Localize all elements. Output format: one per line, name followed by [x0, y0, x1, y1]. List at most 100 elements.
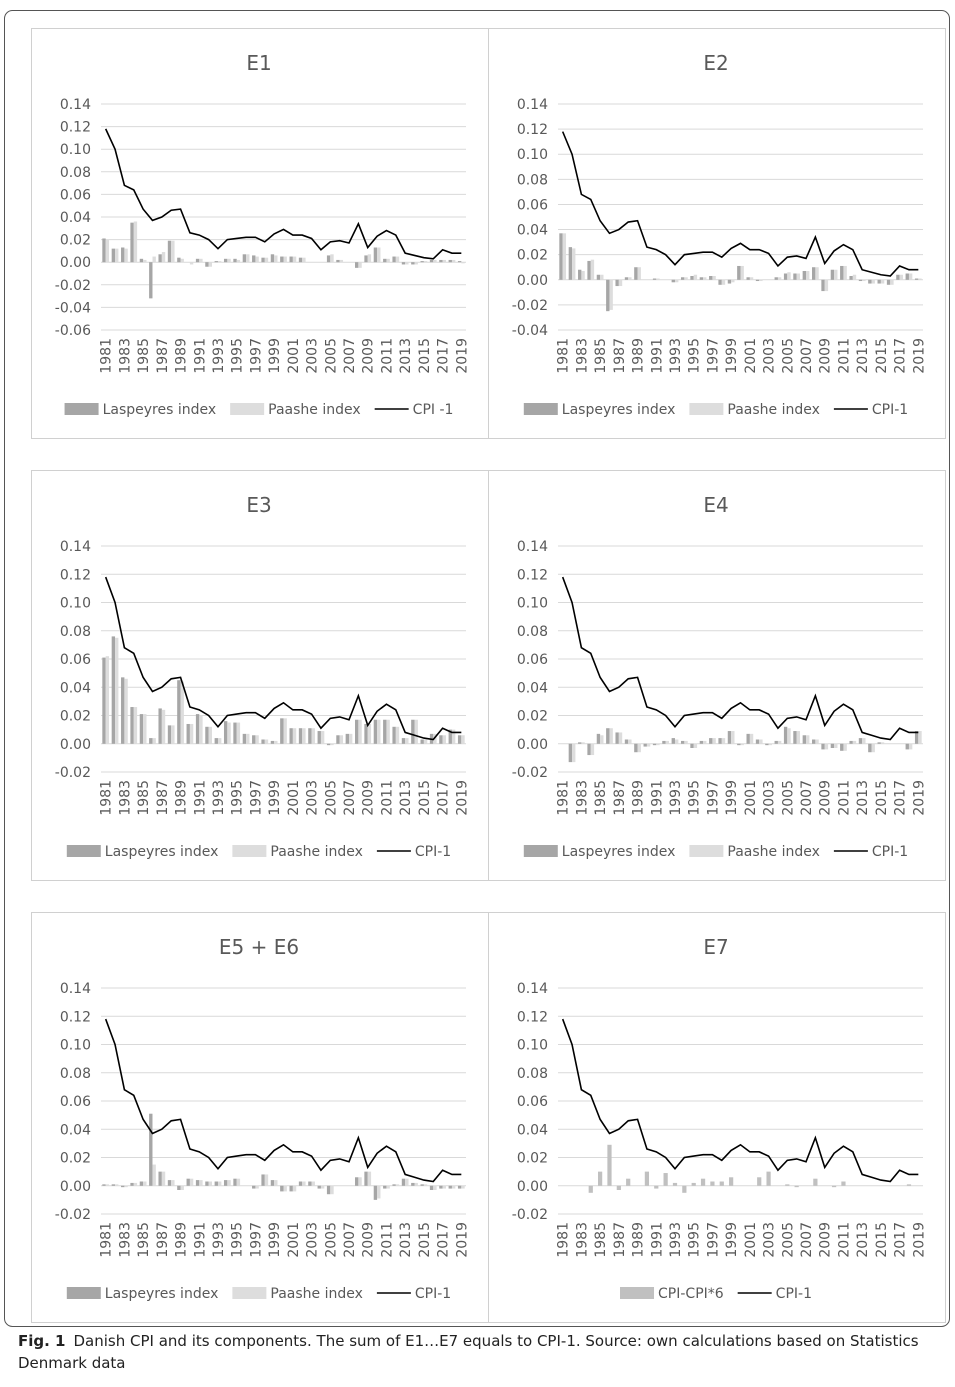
bar	[719, 1181, 724, 1186]
x-tick-label: 2003	[762, 780, 778, 816]
legend-symbol	[230, 403, 265, 415]
legend-label: Laspeyres index	[105, 1286, 219, 1302]
bar	[167, 725, 172, 744]
bar	[264, 1174, 269, 1186]
legend-symbol	[64, 403, 99, 415]
bar	[740, 265, 744, 280]
bar	[821, 279, 825, 292]
legend-item: Laspeyres index	[64, 402, 216, 418]
y-tick-label: 0.10	[517, 596, 548, 612]
legend-label: Laspeyres index	[562, 844, 676, 860]
x-tick-label: 2011	[836, 1222, 852, 1258]
line	[561, 131, 919, 277]
y-tick-label: 0.10	[60, 596, 91, 612]
x-tick-label: 2007	[342, 338, 358, 374]
bar	[624, 739, 629, 744]
bar	[355, 262, 359, 268]
bar	[615, 732, 619, 744]
y-tick-label: 0.02	[517, 248, 548, 264]
bar	[208, 1181, 212, 1186]
x-tick-label: 2001	[286, 1222, 302, 1258]
bar	[392, 256, 396, 263]
y-tick-label: 0.00	[60, 737, 91, 753]
bar	[105, 239, 110, 263]
bar	[411, 262, 415, 265]
bar	[600, 274, 604, 280]
bar	[918, 278, 922, 280]
bar	[877, 742, 881, 744]
bar	[831, 1185, 837, 1188]
chart-title: E2	[703, 51, 728, 75]
bar	[326, 743, 331, 746]
bar	[562, 233, 567, 280]
bar	[414, 262, 418, 265]
bar	[783, 726, 788, 744]
bar	[439, 1185, 443, 1189]
bar	[367, 723, 372, 744]
bar	[270, 740, 275, 744]
bar	[420, 1184, 424, 1186]
bar	[439, 259, 443, 263]
bar	[654, 1185, 659, 1189]
bar	[121, 677, 125, 744]
bar	[671, 279, 675, 283]
bar	[652, 278, 657, 280]
legend-symbol	[66, 845, 101, 857]
bar	[849, 276, 853, 280]
x-tick-label: 2003	[305, 1222, 321, 1258]
bar	[749, 733, 754, 744]
bar	[905, 273, 909, 280]
x-tick-label: 2017	[893, 780, 909, 816]
bar	[843, 743, 847, 751]
bar	[274, 740, 278, 744]
x-tick-label: 1993	[211, 338, 227, 374]
bar	[690, 743, 694, 748]
bar	[830, 269, 835, 280]
bar	[264, 257, 269, 263]
bar	[133, 221, 138, 263]
bar	[794, 1185, 799, 1188]
bar	[326, 255, 331, 263]
bar	[377, 1185, 381, 1199]
bar	[785, 1184, 790, 1186]
bar	[578, 269, 582, 280]
bar	[195, 714, 200, 744]
y-tick-label: 0.00	[60, 255, 91, 271]
bar	[283, 718, 287, 744]
bar	[364, 1171, 368, 1186]
bar	[596, 274, 601, 280]
x-tick-label: 1985	[136, 780, 152, 816]
y-tick-label: 0.08	[60, 1066, 91, 1082]
bar	[336, 259, 340, 263]
bar	[693, 743, 698, 748]
bar	[824, 743, 829, 750]
x-tick-label: 1987	[612, 1222, 628, 1258]
bar	[607, 1144, 612, 1186]
bar	[167, 240, 172, 263]
y-tick-label: 0.00	[60, 1179, 91, 1195]
bar	[899, 274, 903, 280]
bar	[330, 743, 334, 746]
bar	[451, 729, 456, 744]
bar	[124, 1185, 128, 1188]
bar	[149, 738, 153, 744]
x-tick-label: 1983	[117, 1222, 133, 1258]
legend-item: Paashe index	[232, 1286, 363, 1302]
bar	[383, 719, 387, 744]
x-tick-label: 2005	[780, 1222, 796, 1258]
bar	[849, 740, 853, 744]
x-tick-label: 2001	[743, 1222, 759, 1258]
x-tick-label: 1989	[174, 1222, 190, 1258]
bar	[246, 733, 250, 744]
x-tick-label: 1989	[631, 1222, 647, 1258]
y-tick-label: -0.02	[55, 278, 91, 294]
bar	[115, 248, 119, 263]
bar	[339, 259, 344, 263]
x-tick-label: 2019	[911, 780, 927, 816]
panel-frame	[31, 912, 489, 1323]
bar	[261, 739, 265, 744]
y-tick-label: 0.00	[517, 1179, 548, 1195]
bar	[189, 1178, 194, 1186]
bar	[302, 257, 306, 263]
bar	[401, 738, 406, 744]
